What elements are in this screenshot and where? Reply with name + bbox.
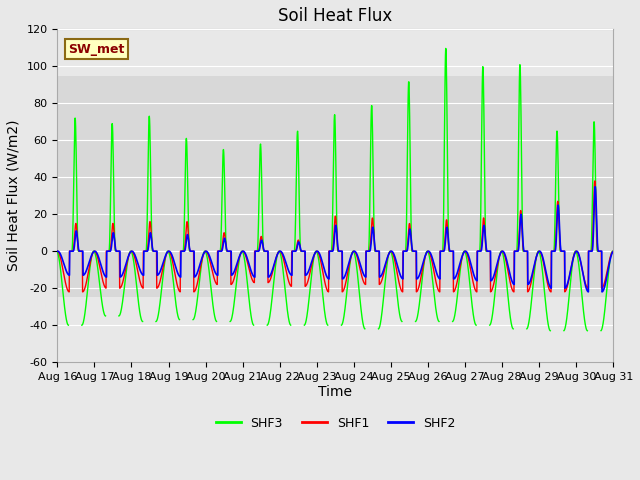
SHF2: [584, 289, 592, 295]
SHF2: [497, 250, 505, 255]
SHF3: [54, 249, 61, 255]
SHF3: [497, 249, 505, 254]
SHF3: [352, 256, 360, 262]
SHF1: [209, 270, 216, 276]
SHF3: [609, 249, 617, 255]
SHF2: [591, 184, 599, 190]
SHF1: [591, 178, 598, 184]
SHF1: [65, 289, 73, 295]
SHF2: [609, 249, 617, 254]
SHF2: [54, 248, 61, 254]
SHF1: [576, 256, 584, 262]
Line: SHF1: SHF1: [58, 181, 613, 292]
SHF1: [54, 248, 61, 254]
Line: SHF2: SHF2: [58, 187, 613, 292]
SHF1: [497, 249, 505, 255]
Text: SW_met: SW_met: [68, 43, 125, 56]
SHF3: [209, 300, 216, 306]
SHF2: [209, 262, 216, 267]
SHF1: [352, 250, 360, 256]
SHF1: [561, 248, 568, 254]
SHF3: [576, 272, 584, 277]
SHF1: [364, 248, 371, 254]
Legend: SHF3, SHF1, SHF2: SHF3, SHF1, SHF2: [211, 412, 460, 435]
Y-axis label: Soil Heat Flux (W/m2): Soil Heat Flux (W/m2): [7, 120, 21, 272]
SHF2: [576, 254, 584, 260]
SHF2: [561, 248, 568, 254]
SHF2: [364, 248, 371, 254]
Title: Soil Heat Flux: Soil Heat Flux: [278, 7, 392, 25]
SHF2: [351, 249, 359, 254]
SHF3: [561, 327, 568, 333]
SHF1: [609, 248, 617, 254]
Bar: [58, 75, 613, 298]
X-axis label: Time: Time: [318, 384, 353, 399]
Line: SHF3: SHF3: [58, 48, 613, 331]
